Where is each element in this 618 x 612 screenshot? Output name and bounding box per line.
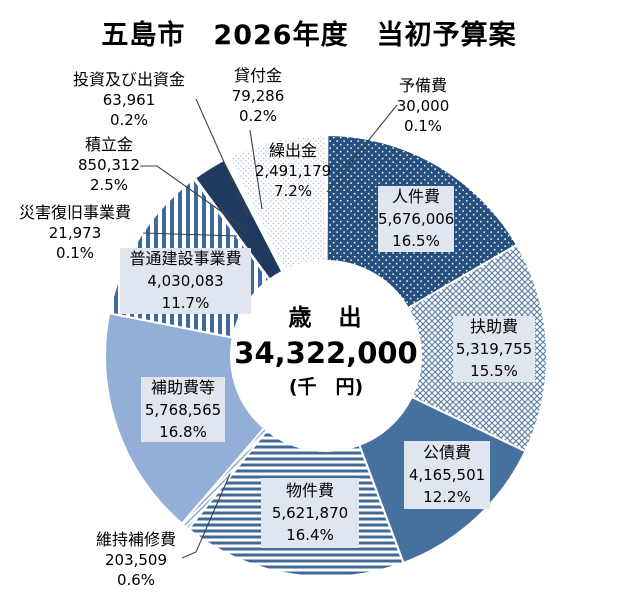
leader-line-deposit bbox=[140, 165, 247, 230]
leader-line-disaster bbox=[142, 232, 238, 237]
total-unit: (千 円) bbox=[288, 376, 364, 398]
pie-slice-12 bbox=[228, 133, 327, 272]
segment-name: 補助費等 bbox=[150, 377, 215, 397]
label-goods-services: 物件費 5,621,870 16.4% bbox=[261, 478, 359, 548]
segment-value: 79,286 bbox=[231, 87, 285, 105]
label-disaster-recovery: 災害復旧事業費 21,973 0.1% bbox=[4, 203, 146, 263]
leader-line-maintenance bbox=[181, 473, 231, 559]
segment-percent: 0.2% bbox=[238, 107, 278, 125]
donut-center-total: 歳 出 34,322,000 (千 円) bbox=[226, 302, 426, 408]
segment-percent: 11.7% bbox=[161, 294, 210, 312]
segment-name: 予備費 bbox=[398, 76, 447, 95]
segment-value: 21,973 bbox=[48, 224, 102, 242]
label-reserve-fund: 予備費 30,000 0.1% bbox=[377, 76, 469, 136]
leader-line-investment bbox=[195, 98, 249, 217]
segment-value: 5,768,565 bbox=[144, 400, 222, 419]
segment-value: 5,621,870 bbox=[271, 504, 349, 522]
label-construction: 普通建設事業費 4,030,083 11.7% bbox=[120, 248, 251, 314]
segment-percent: 15.5% bbox=[470, 362, 518, 380]
label-maintenance: 維持補修費 203,509 0.6% bbox=[85, 530, 187, 590]
segment-percent: 7.2% bbox=[273, 182, 313, 200]
segment-percent: 16.5% bbox=[392, 232, 440, 250]
segment-name: 災害復旧事業費 bbox=[18, 203, 131, 222]
segment-name: 扶助費 bbox=[469, 317, 518, 336]
segment-value: 2,491,179 bbox=[254, 162, 332, 180]
segment-name: 物件費 bbox=[285, 481, 334, 500]
segment-value: 4,030,083 bbox=[147, 272, 224, 290]
total-value: 34,322,000 bbox=[234, 336, 418, 370]
segment-value: 63,961 bbox=[102, 91, 156, 109]
leader-line-reserve bbox=[326, 104, 398, 193]
label-personnel: 人件費 5,676,006 16.5% bbox=[378, 186, 454, 252]
segment-percent: 0.6% bbox=[116, 571, 156, 589]
leader-line-loans bbox=[249, 129, 263, 210]
segment-name: 公債費 bbox=[422, 443, 471, 462]
segment-percent: 0.2% bbox=[109, 111, 149, 129]
segment-percent: 2.5% bbox=[89, 176, 129, 194]
segment-name: 繰出金 bbox=[268, 141, 317, 160]
segment-name: 普通建設事業費 bbox=[129, 249, 242, 268]
segment-percent: 12.2% bbox=[423, 488, 471, 506]
segment-name: 投資及び出資金 bbox=[72, 70, 185, 89]
total-title: 歳 出 bbox=[288, 305, 364, 331]
segment-percent: 16.4% bbox=[286, 526, 334, 544]
segment-value: 30,000 bbox=[396, 97, 450, 115]
segment-value: 4,165,501 bbox=[408, 466, 486, 484]
segment-value: 850,312 bbox=[77, 156, 141, 174]
segment-value: 203,509 bbox=[104, 551, 168, 569]
segment-percent: 16.8% bbox=[159, 422, 207, 441]
label-debt-service: 公債費 4,165,501 12.2% bbox=[404, 441, 490, 509]
segment-name: 積立金 bbox=[84, 135, 133, 154]
segment-value: 5,676,006 bbox=[378, 210, 455, 228]
label-loans: 貸付金 79,286 0.2% bbox=[212, 65, 304, 127]
label-reserve-deposit: 積立金 850,312 2.5% bbox=[58, 134, 160, 196]
chart-title: 五島市 2026年度 当初予算案 bbox=[101, 20, 517, 51]
label-investment: 投資及び出資金 63,961 0.2% bbox=[52, 70, 206, 130]
segment-name: 維持補修費 bbox=[95, 530, 176, 549]
segment-value: 5,319,755 bbox=[455, 340, 533, 358]
leader-lines bbox=[140, 98, 398, 559]
segment-percent: 0.1% bbox=[55, 244, 95, 262]
segment-name: 人件費 bbox=[391, 187, 440, 206]
segment-name: 貸付金 bbox=[233, 66, 282, 85]
label-assistance: 扶助費 5,319,755 15.5% bbox=[453, 316, 535, 382]
label-transfers: 繰出金 2,491,179 7.2% bbox=[243, 139, 343, 203]
segment-percent: 0.1% bbox=[403, 117, 443, 135]
label-subsidies: 補助費等 5,768,565 16.8% bbox=[141, 377, 225, 442]
